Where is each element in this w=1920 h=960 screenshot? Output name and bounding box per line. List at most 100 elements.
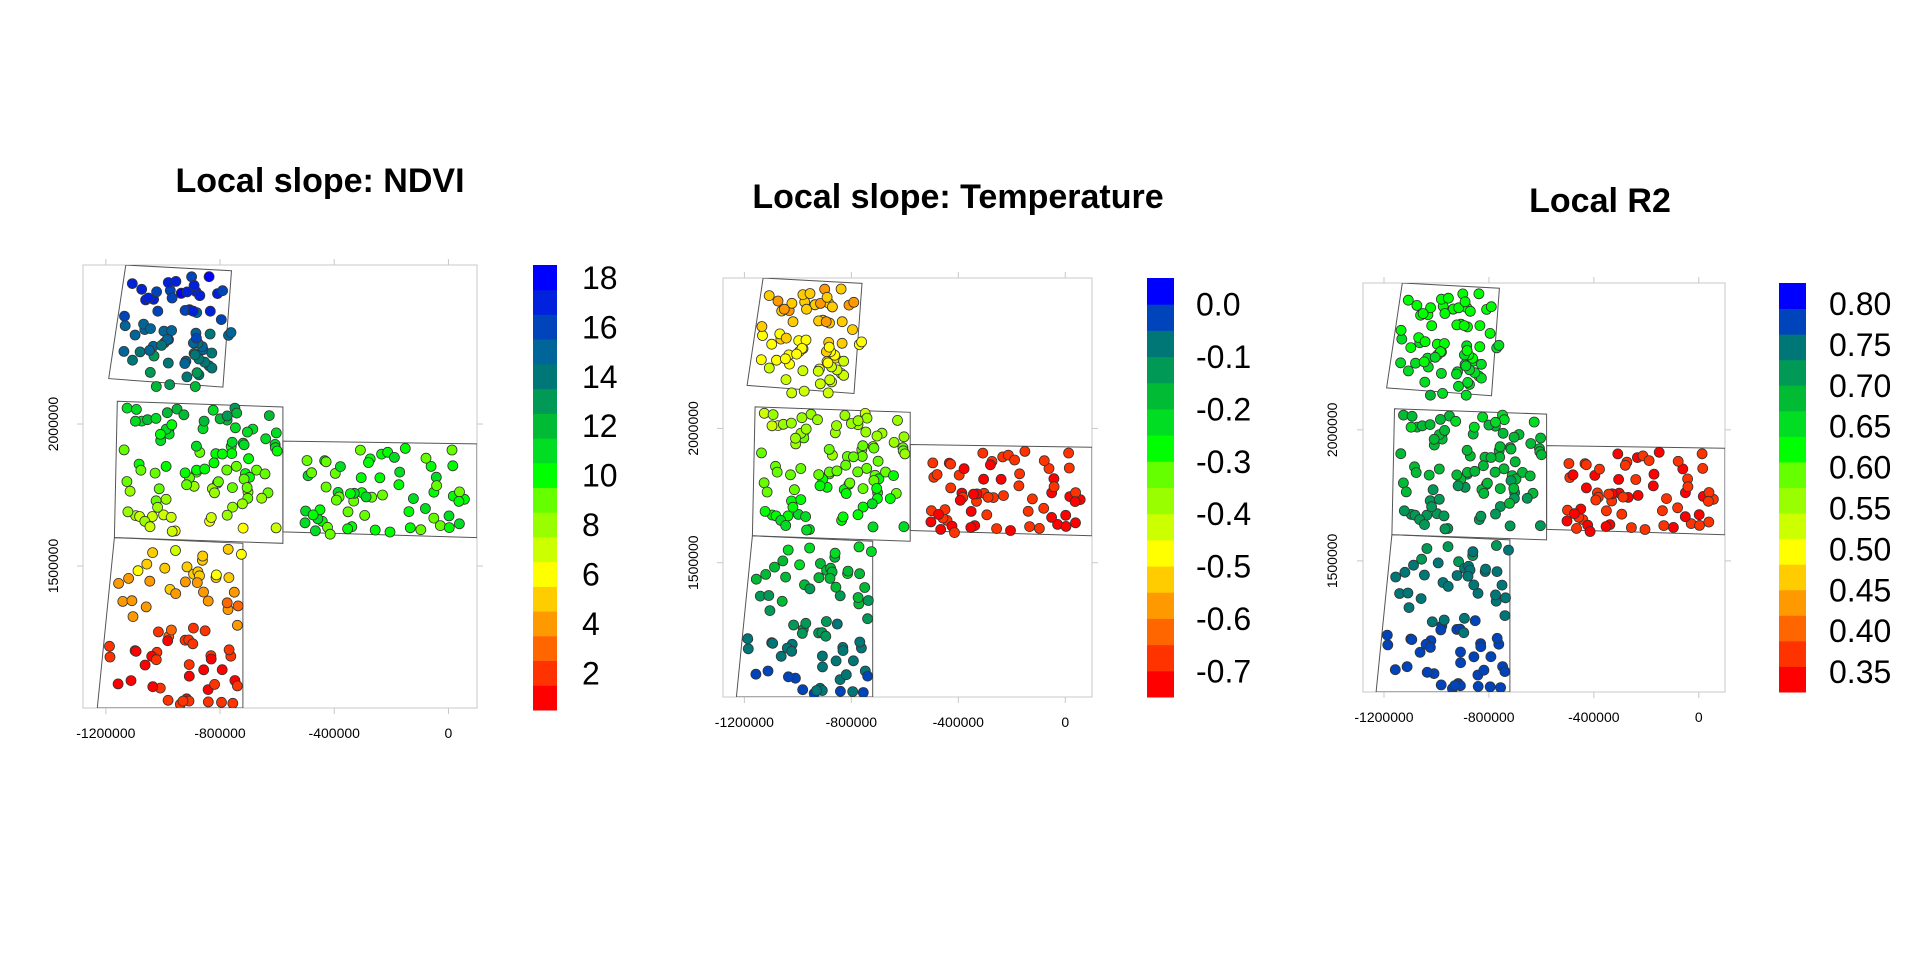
colorbar-bin [533,561,557,587]
data-point [1398,477,1409,489]
data-point [181,561,193,573]
data-point [1433,493,1445,505]
data-point [1477,411,1488,423]
data-point [763,290,775,302]
data-point [925,516,937,528]
data-point [1063,462,1075,474]
data-point [127,354,138,366]
colorbar-bin [533,265,557,291]
data-point [848,451,859,463]
colorbar-tick-label: -0.6 [1196,601,1251,637]
data-point [130,403,142,415]
data-point [755,354,767,366]
data-point [1027,493,1038,505]
region-outline [909,443,1092,537]
data-point [112,678,124,690]
data-point [742,643,754,655]
colorbar-tick-label: 0.50 [1829,531,1891,567]
data-point [179,467,191,479]
data-point [1561,515,1573,527]
colorbar-tick-label: 0.0 [1196,287,1240,323]
data-point [1442,541,1454,552]
data-point [857,440,869,452]
data-point [270,522,282,534]
data-point [1494,441,1506,453]
data-point [1478,460,1489,472]
data-point [1469,615,1481,627]
data-point [795,494,807,506]
colorbar-tick-label: -0.3 [1196,444,1251,480]
data-point [1439,523,1451,535]
data-point [1459,296,1471,308]
data-point [194,290,206,302]
data-point [1451,469,1463,481]
data-point [342,506,354,518]
data-point [162,357,174,369]
data-point [991,523,1002,534]
data-point [812,414,823,426]
data-point [206,347,218,359]
data-point [1500,592,1511,604]
x-tick-label: 0 [445,725,453,741]
x-tick-label: -400000 [933,714,985,730]
colorbar-bin [1779,359,1806,386]
colorbar-bin [1779,615,1806,642]
data-point [271,445,283,457]
data-point [355,472,367,484]
data-point [800,423,812,435]
data-point [1014,468,1025,480]
data-point [188,279,200,291]
colorbar-bin [1147,461,1174,488]
data-point [1475,641,1487,653]
data-point [780,332,792,344]
data-point [839,409,851,421]
data-point [181,286,193,298]
data-point [1462,570,1474,582]
data-point [1584,526,1596,537]
data-point [1438,614,1450,626]
x-tick-label: -400000 [309,725,361,741]
data-point [786,417,797,429]
data-point [1499,666,1511,677]
data-point [198,415,210,427]
data-point [1682,481,1694,493]
y-tick-label: 2000000 [685,401,701,456]
colorbar-tick-label: 0.80 [1829,286,1891,322]
x-tick-label: -800000 [826,714,878,730]
data-point [227,697,239,708]
data-point [1411,299,1423,311]
data-point [1435,679,1447,691]
data-point [1459,612,1470,624]
data-point [374,472,386,484]
data-point [862,595,874,606]
data-point [1399,566,1411,578]
data-point [166,325,178,336]
data-point [320,481,332,493]
data-point [147,681,159,693]
data-point [126,595,138,607]
data-point [1581,482,1592,494]
colorbar-tick-label: -0.2 [1196,391,1251,427]
data-point [225,327,237,338]
data-point [160,460,172,472]
data-point [1424,419,1436,431]
colorbar-bin [1147,513,1174,541]
data-point [1408,559,1419,571]
data-point [1693,509,1705,521]
data-point [1400,486,1412,498]
data-point [189,349,201,361]
data-point [842,565,854,577]
data-point [229,422,241,434]
data-point [823,443,835,455]
data-point [223,644,235,656]
data-point [1063,447,1074,459]
data-point [1484,681,1496,692]
data-point [927,457,939,469]
data-point [170,588,182,599]
colorbar-bin [533,586,557,612]
data-point [152,626,164,638]
data-point [117,596,129,607]
data-point [301,455,313,466]
data-point [204,305,216,317]
